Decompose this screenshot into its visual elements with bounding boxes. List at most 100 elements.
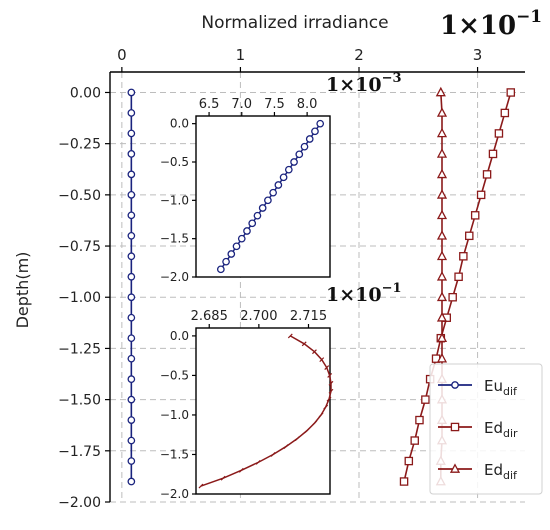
inset-bottom-x-tick-label: 2.700 <box>240 309 277 324</box>
main-series-point-ed-dir <box>482 170 492 179</box>
legend-label-main: Ed <box>484 461 503 479</box>
main-series-point-eu-dif <box>127 313 136 322</box>
legend-marker <box>451 381 459 389</box>
main-series-point-ed-dir <box>415 415 424 425</box>
main-series-point-ed-dir <box>459 252 468 261</box>
inset-bottom-series-line <box>200 335 332 487</box>
main-series-point-eu-dif <box>127 457 136 465</box>
main-series-point-ed-dif <box>436 271 448 281</box>
main-series-point-ed-dir <box>404 456 414 466</box>
inset-top-series-point <box>300 142 309 151</box>
main-axes: 0 1 2 3 0.00 −0.25 −0.50 −0.75 −1.00 −1.25 −1.50 −1… <box>58 46 525 511</box>
inset-bottom-x-tick-label: 2.685 <box>191 309 228 324</box>
inset-top-series-point <box>216 265 225 274</box>
main-series-point-ed-dif <box>436 127 448 138</box>
legend-marker <box>449 463 461 473</box>
main-series-point-ed-dif <box>436 352 448 363</box>
inset-bottom-y-tick-label: 0.0 <box>170 329 189 343</box>
main-series-point-ed-dir <box>448 292 457 302</box>
main-series-point-eu-dif <box>127 375 136 383</box>
inset-bottom-series-point <box>198 483 204 489</box>
inset-top-series-point <box>274 181 283 189</box>
main-y-tick-label: −2.00 <box>58 495 101 511</box>
main-series-point-ed-dir <box>494 129 504 138</box>
main-series-point-ed-dif <box>436 230 448 240</box>
inset-bottom-series-point <box>328 388 334 394</box>
legend-marker <box>450 422 460 432</box>
inset-top-series-point <box>295 150 304 159</box>
legend-label: Eddif <box>484 461 518 482</box>
main-series-point-ed-dir <box>421 395 430 404</box>
inset-top-series-point <box>279 173 288 182</box>
inset-top-y-tick-label: −0.5 <box>160 155 189 169</box>
main-y-tick-label: −0.75 <box>58 239 101 255</box>
main-series-point-ed-dif <box>436 291 448 302</box>
inset-top-series-point <box>284 165 293 174</box>
inset-top-x-tick-label: 7.0 <box>231 97 252 112</box>
inset-top-scale-base: 1×10 <box>326 74 382 96</box>
main-series-point-eu-dif <box>127 129 136 138</box>
inset-bottom-series-point <box>220 475 226 481</box>
main-y-tick-label: −1.75 <box>58 444 101 460</box>
inset-bottom-series-point <box>318 412 324 418</box>
main-series-point-ed-dir <box>454 272 463 282</box>
main-series-point-ed-dif <box>436 209 448 220</box>
main-x-tick-label: 3 <box>473 46 483 64</box>
main-series-point-eu-dif <box>127 88 136 97</box>
main-scale-label: 1×10−1 <box>440 7 542 41</box>
inset-top-series-point <box>232 242 241 251</box>
inset-top-series-point <box>290 158 298 166</box>
legend-box <box>429 363 543 495</box>
inset-top-series-point <box>248 219 257 228</box>
main-series-point-ed-dif <box>436 332 448 343</box>
main-series-point-ed-dif <box>436 168 448 179</box>
main-series-point-eu-dif <box>127 191 136 199</box>
main-series-point-eu-dif <box>127 354 136 363</box>
inset-bottom-y-tick-label: −2.0 <box>160 487 189 501</box>
legend-label: Eddir <box>484 419 518 440</box>
inset-bottom-scale-label: 1×10−1 <box>326 281 402 306</box>
inset-top-series-point <box>243 227 251 235</box>
inset-bottom-y-tick-label: −0.5 <box>160 368 189 382</box>
main-scale-base: 1×10 <box>440 11 516 41</box>
main-series-point-eu-dif <box>127 150 136 158</box>
main-series-point-ed-dir <box>506 88 516 97</box>
main-series-point-eu-dif <box>127 416 136 424</box>
main-x-tick-label: 0 <box>117 46 127 64</box>
main-series-point-eu-dif <box>127 252 136 261</box>
main-series-point-eu-dif <box>127 272 136 281</box>
inset-bottom-scale-exp: −1 <box>382 281 402 296</box>
inset-top-series-point <box>222 257 230 266</box>
inset-top-series-point <box>311 127 319 136</box>
inset-top-series-point <box>316 119 325 128</box>
main-series-point-ed-dir <box>470 211 480 220</box>
main-series-point-ed-dir <box>476 190 486 200</box>
inset-top-series-point <box>258 204 267 212</box>
y-axis-label: Depth(m) <box>13 252 32 329</box>
inset-top-scale-label: 1×10−3 <box>326 71 402 96</box>
inset-bottom-series-point <box>255 459 261 465</box>
main-series-point-ed-dif <box>436 148 448 158</box>
inset-bottom-series-point <box>327 373 333 378</box>
main-series-point-eu-dif <box>127 211 136 220</box>
x-axis-label: Normalized irradiance <box>201 13 388 33</box>
inset-bottom-series-point <box>323 404 329 410</box>
inset-bottom-series-point <box>328 380 334 386</box>
inset-top-series-point <box>264 196 272 205</box>
main-series-point-eu-dif <box>127 477 136 486</box>
legend-label: Eudif <box>484 377 518 398</box>
inset-bottom-y-tick-label: −1.5 <box>160 447 189 461</box>
inset-bottom-series-point <box>326 396 332 402</box>
inset-top-series-point <box>305 135 314 143</box>
inset-bottom-series-point <box>283 444 289 449</box>
main-series-point-ed-dir <box>488 149 498 159</box>
inset-bottom-series-point <box>324 365 330 370</box>
inset-bottom-x-tick-label: 2.715 <box>290 309 327 324</box>
inset-top-y-tick-label: 0.0 <box>170 117 189 131</box>
inset-top: 6.5 7.0 7.5 8.0 0.0 −0.5 −1.0 −1.5 −2.0 <box>160 97 331 284</box>
legend-label-sub: dir <box>503 427 518 440</box>
inset-top-series-point <box>227 250 236 258</box>
inset-bottom-series-point <box>304 428 310 434</box>
inset-top-y-tick-label: −1.0 <box>160 193 189 207</box>
main-y-tick-label: −0.25 <box>58 137 101 153</box>
